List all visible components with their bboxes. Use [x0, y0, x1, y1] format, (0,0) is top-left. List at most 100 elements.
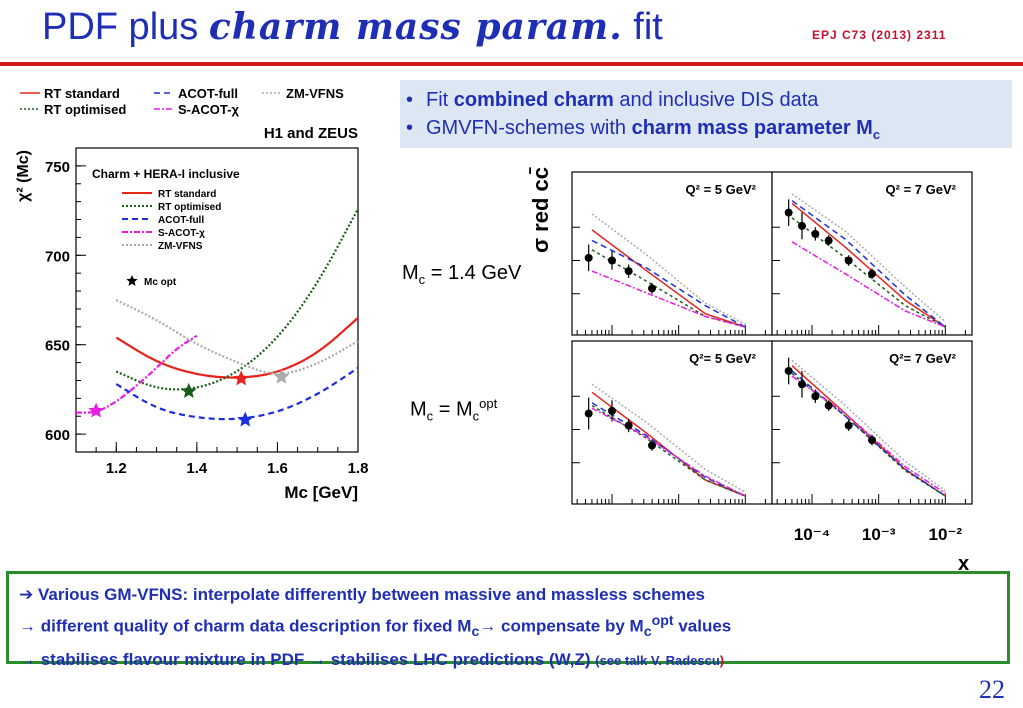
- reference-label: EPJ C73 (2013) 2311: [812, 28, 947, 42]
- data-point: [844, 421, 853, 430]
- panel-label: Q²= 5 GeV²: [689, 351, 756, 366]
- data-point: [584, 253, 593, 262]
- row2-pre: M: [410, 398, 427, 421]
- curve-s-acot-: [75, 334, 198, 414]
- data-point: [824, 401, 833, 410]
- theory-curve-zm: [791, 193, 946, 323]
- y-axis-label: σ red cc̄: [528, 167, 553, 253]
- opt-star: [180, 382, 197, 398]
- x-axis-label: x: [958, 553, 969, 572]
- title-fancy: charm mass param.: [208, 6, 623, 48]
- data-point: [868, 269, 876, 278]
- page-number: 22: [979, 675, 1005, 704]
- panel-frame: [571, 340, 773, 505]
- summary-box: ➔ Various GM-VFNS: interpolate different…: [6, 571, 1010, 669]
- title-part3: fit: [622, 6, 663, 48]
- bullet-1-pre: Fit: [426, 89, 454, 111]
- summary-line-1: ➔ Various GM-VFNS: interpolate different…: [19, 585, 705, 604]
- x-tick-label: 10⁻³: [862, 525, 896, 544]
- bullet-1-post: and inclusive DIS data: [613, 89, 819, 111]
- theory-curve-sacot: [791, 241, 946, 328]
- panel-frame: [771, 340, 973, 505]
- opt-star: [237, 411, 254, 427]
- panel-1: Q² = 5 GeV²: [571, 171, 773, 336]
- chart-subtitle: Charm + HERA-I inclusive: [92, 167, 240, 181]
- bullet-2-pre: GMVFN-schemes with: [426, 117, 632, 139]
- theory-curve-rt_opt: [791, 373, 946, 497]
- summary-line2-sup: opt: [651, 613, 674, 629]
- row1-post: = 1.4 GeV: [425, 262, 522, 284]
- data-point: [624, 267, 633, 276]
- inner-legend-star: [126, 275, 138, 286]
- theory-curve-acot: [791, 370, 946, 497]
- theory-curve-sacot: [591, 407, 746, 497]
- title-rule: [0, 62, 1023, 66]
- row2-mid: = M: [433, 398, 473, 421]
- summary-line-2: → different quality of charm data descri…: [19, 608, 1007, 646]
- data-point: [824, 236, 833, 245]
- row2-sup: opt: [479, 396, 498, 411]
- curve-rt-optimised: [115, 208, 359, 391]
- theory-curve-acot: [591, 402, 746, 497]
- panel-frame: [771, 171, 973, 336]
- y-tick-label: 600: [45, 427, 70, 444]
- bullet-box: Fit combined charm and inclusive DIS dat…: [400, 80, 1012, 148]
- chart-title: H1 and ZEUS: [264, 125, 358, 142]
- summary-line2-sub: c: [471, 624, 480, 641]
- theory-curve-rt_opt: [591, 249, 746, 328]
- data-point: [811, 392, 820, 401]
- title-part1: PDF plus: [42, 6, 209, 48]
- inner-legend-opt-label: Mc opt: [144, 277, 177, 288]
- data-point: [648, 284, 656, 293]
- theory-curve-sacot: [591, 270, 746, 328]
- panel-label: Q²= 7 GeV²: [889, 351, 956, 366]
- panel-4: Q²= 7 GeV²: [771, 340, 973, 505]
- bullet-1-bold: combined charm: [453, 89, 614, 111]
- x-tick-label: 1.8: [348, 460, 369, 477]
- data-point: [584, 409, 593, 418]
- summary-line3-a: → stabilises flavour mixture in PDF → st…: [19, 650, 596, 670]
- opt-star: [233, 370, 250, 386]
- panel-label: Q² = 5 GeV²: [686, 182, 757, 197]
- x-tick-label: 1.2: [106, 460, 127, 477]
- summary-talk-ref-end: ): [719, 653, 725, 669]
- bullet-2-sub: c: [872, 127, 881, 142]
- data-point: [784, 366, 793, 375]
- bullet-2: GMVFN-schemes with charm mass parameter …: [406, 114, 1012, 149]
- row2-sub: c: [426, 408, 434, 424]
- panel-label: Q² = 7 GeV²: [886, 182, 957, 197]
- top-legend-label: S-ACOT-χ: [178, 102, 239, 117]
- x-tick-label: 10⁻⁴: [794, 525, 830, 544]
- summary-talk-ref: (see talk V. Radescu): [595, 653, 724, 668]
- data-point: [624, 421, 633, 430]
- slide-title: PDF plus charm mass param. fit: [42, 6, 663, 49]
- row1-sub: c: [418, 272, 426, 287]
- chi2-chart: RT standard ACOT-full ZM-VFNS RT optimised S…: [15, 86, 369, 502]
- curve-zm-vfns: [115, 299, 359, 375]
- x-tick-label: 1.4: [186, 460, 208, 477]
- bullet-1: Fit combined charm and inclusive DIS dat…: [406, 86, 1012, 114]
- theory-curve-acot: [591, 239, 746, 328]
- inner-legend-label: ZM-VFNS: [158, 241, 203, 252]
- data-point: [608, 406, 616, 415]
- panel-2: Q² = 7 GeV²: [771, 171, 973, 336]
- data-point: [784, 208, 793, 217]
- x-tick-label: 1.6: [267, 460, 288, 477]
- x-axis-label: Mc [GeV]: [284, 483, 358, 502]
- top-legend-label: RT optimised: [44, 102, 126, 117]
- data-point: [868, 436, 876, 445]
- data-point: [608, 256, 616, 265]
- theory-curve-acot: [791, 200, 946, 328]
- summary-line2-a: → different quality of charm data descri…: [19, 616, 472, 636]
- bullet-2-bold-text: charm mass parameter M: [631, 117, 873, 139]
- row2-sub2: c: [472, 408, 480, 424]
- y-tick-label: 700: [45, 248, 70, 265]
- summary-line-3: → stabilises flavour mixture in PDF → st…: [19, 646, 1007, 674]
- opt-star: [273, 368, 290, 384]
- bullet-2-bold: charm mass parameter Mc: [631, 117, 881, 142]
- theory-curve-rt_std: [591, 229, 746, 328]
- summary-line2-sub2: c: [643, 624, 652, 641]
- theory-curve-rt_opt: [791, 217, 946, 328]
- inner-legend-label: S-ACOT-χ: [158, 228, 205, 239]
- curve-rt-standard: [115, 317, 359, 379]
